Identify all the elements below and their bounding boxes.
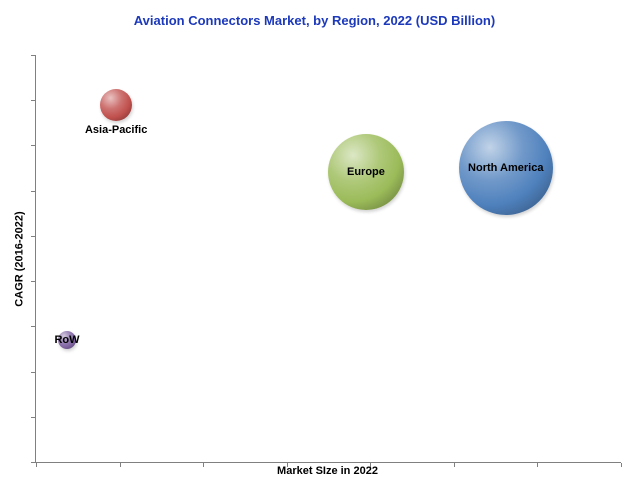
x-axis-tick [537,463,539,467]
plot-area: North America Europe Asia-Pacific RoW [31,55,622,467]
y-axis-label: CAGR (2016-2022) [14,210,26,307]
bubble-north-america [458,121,553,216]
bubble-label-north-america: North America [468,162,544,175]
y-axis-tick [31,55,35,56]
y-axis-tick [31,100,35,102]
bubble-row [58,330,76,349]
y-axis-tick [31,371,35,373]
x-axis-tick [203,463,205,467]
x-axis-label: Market SIze in 2022 [277,465,378,477]
y-axis-tick [31,326,35,328]
y-axis-tick [31,416,35,418]
bubble-label-europe: Europe [346,165,385,178]
y-axis-tick [31,190,35,192]
x-axis-tick [370,463,372,467]
x-axis-tick [36,463,37,467]
x-axis-tick [119,463,121,467]
y-axis-label-wrap: CAGR (2016-2022) [8,55,32,462]
x-axis-tick [453,463,455,467]
y-axis-tick [31,281,35,283]
x-axis-tick [621,463,622,467]
chart-title: Aviation Connectors Market, by Region, 2… [133,13,496,28]
bubble-label-row: RoW [54,333,80,346]
x-axis-tick [286,463,288,467]
y-axis-tick [31,462,35,463]
y-axis-tick [31,145,35,147]
bubble-label-asia-pacific: Asia-Pacific [84,124,148,137]
y-axis-tick [31,235,35,237]
bubble-asia-pacific [100,89,133,122]
bubble-europe [327,133,404,210]
